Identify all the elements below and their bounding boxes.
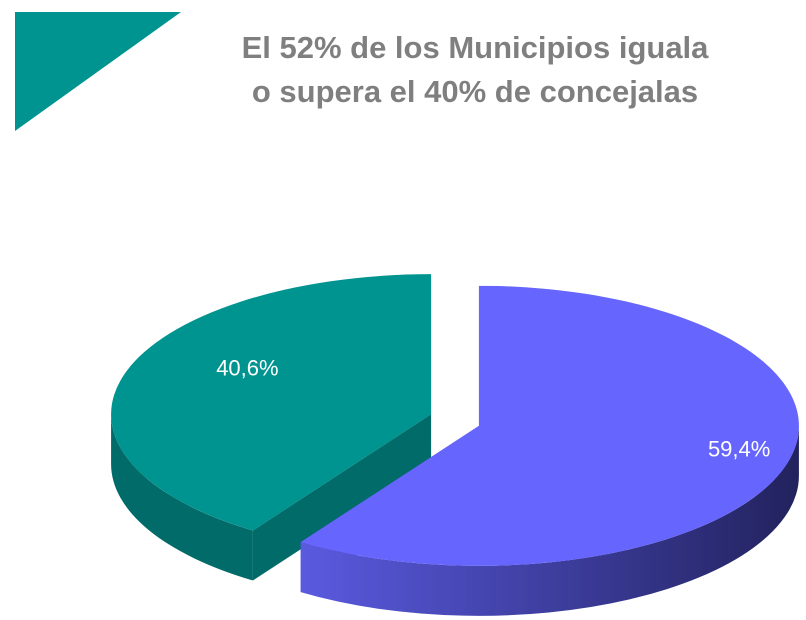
corner-decoration [15,12,181,131]
data-label: 59,4% [708,436,770,461]
chart-title: o supera el 40% de concejalas [252,74,698,109]
pie-slice [300,285,799,566]
slice-side [111,414,253,581]
slice-wall [252,414,432,581]
pie-slice [111,274,432,531]
chart-title: El 52% de los Municipios iguala [242,30,710,65]
data-label: 40,6% [216,356,278,381]
slice-side [300,425,799,616]
